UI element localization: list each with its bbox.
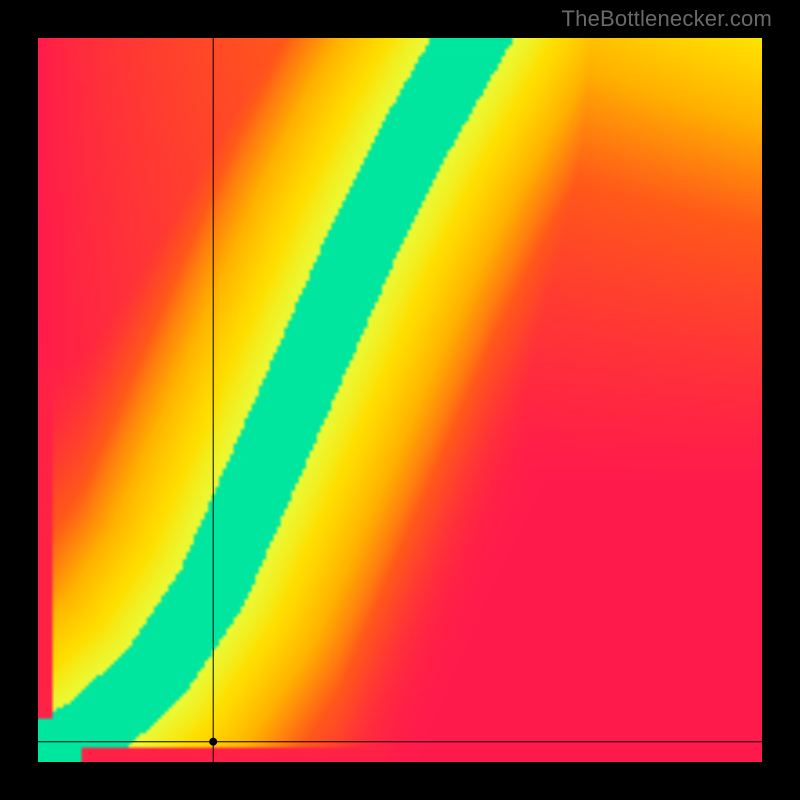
figure-root: TheBottlenecker.com — [0, 0, 800, 800]
watermark-text: TheBottlenecker.com — [562, 6, 772, 32]
heatmap-plot — [38, 38, 762, 762]
heatmap-canvas — [38, 38, 762, 762]
